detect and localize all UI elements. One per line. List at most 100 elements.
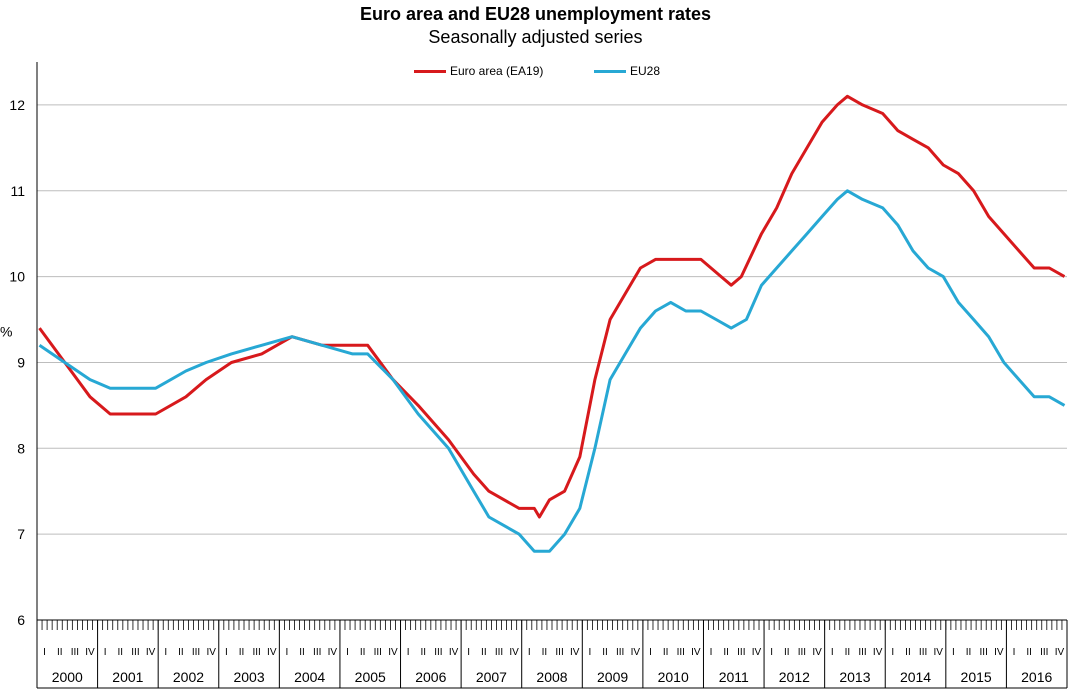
quarter-label: II — [118, 647, 124, 658]
quarter-label: I — [164, 647, 167, 658]
quarter-label: II — [905, 647, 911, 658]
legend-item-ea19: Euro area (EA19) — [414, 64, 543, 78]
year-label-2009: 2009 — [597, 669, 628, 685]
quarter-label: IV — [873, 647, 883, 658]
quarter-label: I — [467, 647, 470, 658]
quarter-label: IV — [509, 647, 519, 658]
quarter-label: I — [831, 647, 834, 658]
year-label-2011: 2011 — [719, 669, 749, 685]
year-label-2003: 2003 — [233, 669, 264, 685]
quarter-label: II — [784, 647, 790, 658]
quarter-label: III — [131, 647, 139, 658]
quarter-label: III — [71, 647, 79, 658]
quarter-label: III — [858, 647, 866, 658]
year-label-2002: 2002 — [173, 669, 204, 685]
year-label-2015: 2015 — [961, 669, 992, 685]
year-label-2008: 2008 — [536, 669, 567, 685]
legend-label-ea19: Euro area (EA19) — [450, 64, 544, 78]
quarter-label: IV — [146, 647, 156, 658]
quarter-label: IV — [812, 647, 822, 658]
quarter-label: I — [225, 647, 228, 658]
quarter-label: II — [542, 647, 548, 658]
y-tick-label-6: 6 — [17, 612, 25, 628]
quarter-label: II — [420, 647, 426, 658]
quarter-label: III — [434, 647, 442, 658]
legend-swatch-ea19 — [414, 69, 446, 73]
quarter-label: III — [798, 647, 806, 658]
year-label-2001: 2001 — [112, 669, 143, 685]
quarter-label: III — [980, 647, 988, 658]
quarter-label: I — [891, 647, 894, 658]
quarter-label: I — [104, 647, 107, 658]
quarter-label: IV — [691, 647, 701, 658]
series-line-eu28 — [38, 189, 1066, 553]
y-tick-label-11: 11 — [10, 183, 25, 199]
quarter-label: III — [192, 647, 200, 658]
year-label-2012: 2012 — [779, 669, 810, 685]
quarter-label: III — [1040, 647, 1048, 658]
series-line-ea19 — [38, 94, 1066, 519]
y-tick-label-8: 8 — [17, 440, 25, 456]
quarter-label: III — [616, 647, 624, 658]
quarter-label: II — [239, 647, 245, 658]
y-axis-label: % — [0, 324, 12, 340]
year-label-2007: 2007 — [476, 669, 507, 685]
quarter-label: IV — [85, 647, 95, 658]
quarter-label: II — [481, 647, 487, 658]
quarter-label: II — [1026, 647, 1032, 658]
quarter-label: III — [252, 647, 260, 658]
quarter-label: I — [43, 647, 46, 658]
quarter-label: IV — [934, 647, 944, 658]
quarter-label: I — [770, 647, 773, 658]
chart-title: Euro area and EU28 unemployment rates — [359, 4, 712, 24]
quarter-label: II — [663, 647, 669, 658]
year-label-2005: 2005 — [355, 669, 386, 685]
quarter-label: II — [360, 647, 366, 658]
quarter-label: III — [737, 647, 745, 658]
quarter-label: I — [952, 647, 955, 658]
quarter-label: II — [602, 647, 608, 658]
quarter-label: I — [407, 647, 410, 658]
y-tick-label-9: 9 — [17, 354, 25, 370]
legend-swatch-eu28 — [594, 69, 626, 73]
quarter-label: IV — [206, 647, 216, 658]
year-label-2013: 2013 — [839, 669, 870, 685]
quarter-label: IV — [994, 647, 1004, 658]
quarter-label: III — [677, 647, 685, 658]
quarter-label: IV — [752, 647, 762, 658]
legend-item-eu28: EU28 — [594, 64, 660, 78]
quarter-label: III — [919, 647, 927, 658]
quarter-label: IV — [449, 647, 459, 658]
quarter-label: III — [495, 647, 503, 658]
quarter-label: II — [299, 647, 305, 658]
year-label-2016: 2016 — [1021, 669, 1052, 685]
quarter-label: I — [286, 647, 289, 658]
legend-label-eu28: EU28 — [630, 64, 661, 78]
quarter-label: III — [374, 647, 382, 658]
quarter-label: I — [528, 647, 531, 658]
quarter-label: IV — [388, 647, 398, 658]
quarter-label: III — [555, 647, 563, 658]
quarter-label: IV — [267, 647, 277, 658]
quarter-label: I — [710, 647, 713, 658]
quarter-label: IV — [631, 647, 641, 658]
year-label-2000: 2000 — [52, 669, 83, 685]
year-label-2010: 2010 — [658, 669, 689, 685]
quarter-label: I — [346, 647, 349, 658]
y-tick-label-7: 7 — [17, 526, 25, 542]
quarter-label: I — [649, 647, 652, 658]
y-tick-label-10: 10 — [9, 269, 25, 285]
quarter-label: I — [588, 647, 591, 658]
quarter-label: IV — [328, 647, 338, 658]
quarter-label: I — [1013, 647, 1016, 658]
quarter-label: IV — [570, 647, 580, 658]
chart-subtitle: Seasonally adjusted series — [428, 27, 643, 47]
year-label-2004: 2004 — [294, 669, 325, 685]
quarter-label: III — [313, 647, 321, 658]
quarter-label: II — [966, 647, 972, 658]
quarter-label: II — [178, 647, 184, 658]
quarter-label: II — [845, 647, 851, 658]
year-label-2006: 2006 — [415, 669, 446, 685]
quarter-label: IV — [1055, 647, 1065, 658]
